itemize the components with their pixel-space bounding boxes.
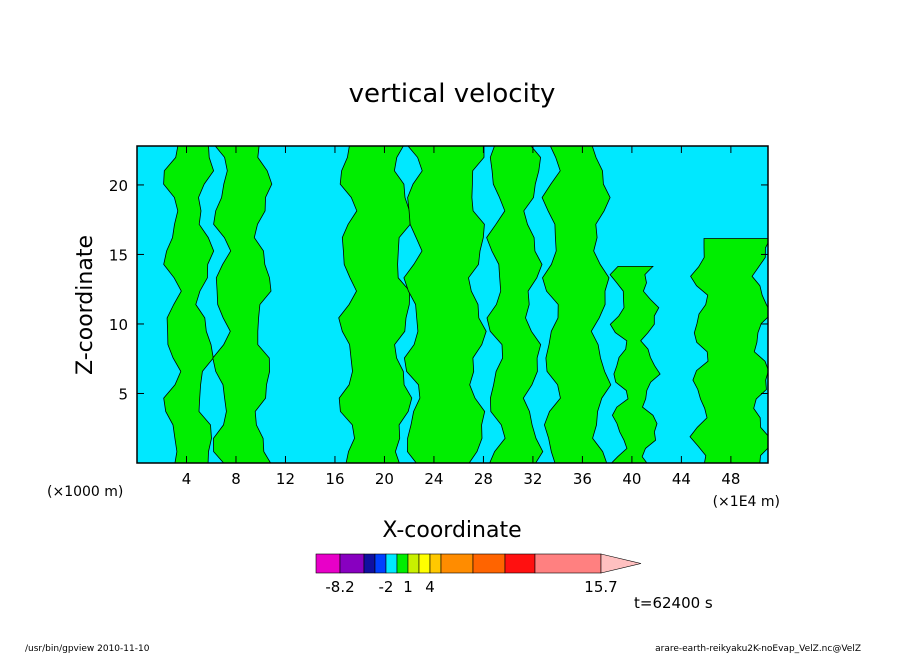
colorbar-label: -8.2 [325, 578, 354, 596]
y-tick-label: 15 [109, 246, 128, 264]
plot-area [136, 145, 769, 464]
x-unit-right: (×1E4 m) [713, 494, 780, 510]
colorbar-segment [315, 553, 341, 574]
x-unit-left: (×1000 m) [47, 484, 123, 500]
y-axis-label: Z-coordinate [73, 235, 98, 375]
x-tick-label: 40 [622, 470, 641, 488]
x-tick-label: 16 [325, 470, 344, 488]
contour-fills [163, 146, 768, 463]
colorbar-segment [418, 553, 431, 574]
colorbar-segment [440, 553, 474, 574]
y-tick-label: 5 [118, 385, 128, 403]
y-tick-label: 10 [109, 316, 128, 334]
x-tick-label: 8 [231, 470, 241, 488]
colorbar-segment [339, 553, 365, 574]
colorbar-label: 4 [425, 578, 435, 596]
x-tick-label: 4 [182, 470, 192, 488]
colorbar-segment [407, 553, 420, 574]
x-tick-label: 32 [523, 470, 542, 488]
colorbar-segment [429, 553, 442, 574]
x-tick-label: 48 [721, 470, 740, 488]
contour-region [163, 146, 215, 463]
x-tick-label: 12 [276, 470, 295, 488]
footer-right: arare-earth-reikyaku2K-noEvap_VelZ.nc@Ve… [655, 644, 861, 654]
x-tick-label: 28 [474, 470, 493, 488]
x-axis-label: X-coordinate [382, 518, 521, 543]
colorbar-label: 15.7 [584, 578, 617, 596]
colorbar [315, 553, 642, 574]
colorbar-segment [504, 553, 536, 574]
contour-region [486, 146, 544, 463]
colorbar-segment [363, 553, 376, 574]
footer-left: /usr/bin/gpview 2010-11-10 [25, 644, 150, 654]
contour-region [609, 266, 661, 463]
colorbar-segment [374, 553, 387, 574]
y-tick-label: 20 [109, 177, 128, 195]
colorbar-labels: -8.2 -2 1 4 15.7 [325, 578, 617, 596]
colorbar-segment [534, 553, 602, 574]
colorbar-segment [385, 553, 398, 574]
contour-region [338, 146, 413, 463]
contour-region [403, 146, 487, 463]
plot-frame [136, 145, 769, 464]
x-tick-label: 24 [424, 470, 443, 488]
x-axis-ticks: 4 8 12 16 20 24 28 32 36 40 44 48 [182, 146, 740, 488]
colorbar-segment [472, 553, 506, 574]
colorbar-segment [396, 553, 409, 574]
x-tick-label: 20 [375, 470, 394, 488]
chart-title: vertical velocity [349, 79, 556, 109]
time-label: t=62400 s [634, 594, 713, 612]
y-axis-ticks: 5 10 15 20 [109, 177, 768, 403]
contour-region [689, 238, 768, 463]
colorbar-arrow [600, 553, 642, 574]
contour-region [212, 146, 273, 463]
colorbar-label: -2 [379, 578, 394, 596]
x-tick-label: 36 [573, 470, 592, 488]
contour-region [541, 146, 612, 463]
colorbar-label: 1 [403, 578, 413, 596]
x-tick-label: 44 [672, 470, 691, 488]
